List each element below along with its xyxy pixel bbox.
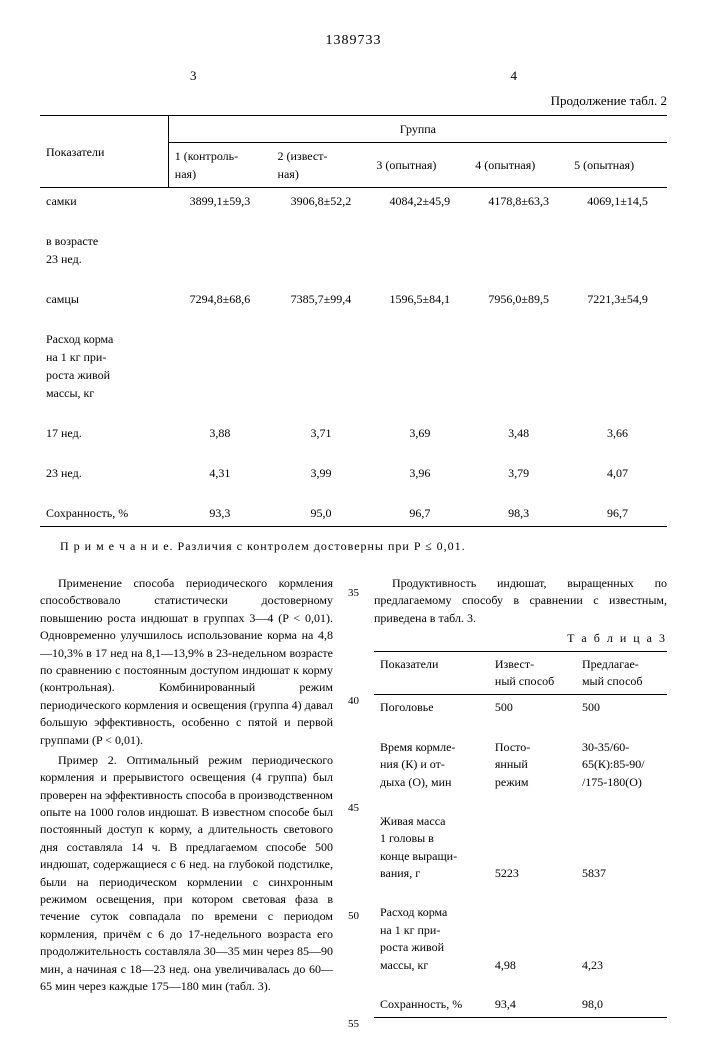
- t2-group-label: 2 (извест- ная): [272, 143, 371, 188]
- t2-cell: 93,3: [168, 500, 271, 527]
- t2-cell: 7221,3±54,9: [568, 286, 667, 312]
- t2-cell: [272, 326, 371, 406]
- t2-cell: [568, 228, 667, 272]
- t2-row-label: 17 нед.: [40, 420, 168, 446]
- table-3: ПоказателиИзвест- ный способПредлагае- м…: [374, 651, 667, 1033]
- t2-row-label: Сохранность, %: [40, 500, 168, 527]
- t2-cell: 3,79: [469, 460, 568, 486]
- t2-row-label: самцы: [40, 286, 168, 312]
- line-number: 55: [348, 1016, 359, 1033]
- t3-header: Показатели: [374, 651, 489, 695]
- t2-cell: 95,0: [272, 500, 371, 527]
- t2-cell: 3,88: [168, 420, 271, 446]
- t3-row-label: Расход корма на 1 кг при- роста живой ма…: [374, 900, 489, 978]
- t3-header: Предлагае- мый способ: [576, 651, 667, 695]
- t2-header-indicators: Показатели: [40, 116, 168, 188]
- line-number: 40: [348, 693, 359, 710]
- t3-cell: 4,23: [576, 900, 667, 978]
- t3-row-label: Живая масса 1 головы в конце выращи- ван…: [374, 809, 489, 887]
- t3-cell: 500: [576, 695, 667, 721]
- line-number: 45: [348, 800, 359, 817]
- right-column: Продуктивность индюшат, выращенных по пр…: [374, 575, 667, 1032]
- t3-row-label: Время кормле- ния (К) и от- дыха (О), ми…: [374, 735, 489, 795]
- t2-cell: [370, 228, 469, 272]
- left-column: Применение способа периодического кормле…: [40, 575, 333, 1032]
- t2-row-label: Расход корма на 1 кг при- роста живой ма…: [40, 326, 168, 406]
- t2-group-label: 3 (опытная): [370, 143, 469, 188]
- t2-cell: 4084,2±45,9: [370, 188, 469, 215]
- t2-group-label: 4 (опытная): [469, 143, 568, 188]
- t3-cell: 5223: [489, 809, 576, 887]
- patent-number: 1389733: [40, 30, 667, 51]
- left-para-2: Пример 2. Оптимальный режим периодическо…: [40, 752, 333, 995]
- t2-cell: [168, 326, 271, 406]
- t2-cell: 7385,7±99,4: [272, 286, 371, 312]
- t2-cell: 3,69: [370, 420, 469, 446]
- right-intro: Продуктивность индюшат, выращенных по пр…: [374, 575, 667, 627]
- t2-cell: 1596,5±84,1: [370, 286, 469, 312]
- table2-continuation: Продолжение табл. 2: [40, 91, 667, 111]
- t2-cell: 3899,1±59,3: [168, 188, 271, 215]
- t3-cell: 93,4: [489, 992, 576, 1018]
- t2-row-label: самки: [40, 188, 168, 215]
- t2-cell: [469, 326, 568, 406]
- t2-cell: 3906,8±52,2: [272, 188, 371, 215]
- t2-cell: 98,3: [469, 500, 568, 527]
- t2-cell: 96,7: [370, 500, 469, 527]
- t3-cell: 4,98: [489, 900, 576, 978]
- page-numbers: 3 4: [40, 66, 667, 86]
- t2-cell: 3,48: [469, 420, 568, 446]
- t2-cell: 96,7: [568, 500, 667, 527]
- t2-group-label: 1 (контроль- ная): [168, 143, 271, 188]
- t3-cell: 98,0: [576, 992, 667, 1018]
- table3-title: Т а б л и ц а 3: [374, 630, 667, 647]
- t2-header-group: Группа: [168, 116, 667, 143]
- t2-cell: 3,99: [272, 460, 371, 486]
- left-para-1: Применение способа периодического кормле…: [40, 575, 333, 749]
- t2-cell: [469, 228, 568, 272]
- t3-cell: 5837: [576, 809, 667, 887]
- t2-group-label: 5 (опытная): [568, 143, 667, 188]
- t3-row-label: Поголовье: [374, 695, 489, 721]
- t2-cell: 4178,8±63,3: [469, 188, 568, 215]
- t2-cell: 4,31: [168, 460, 271, 486]
- page-left: 3: [190, 66, 197, 86]
- table-2: Показатели Группа 1 (контроль- ная)2 (из…: [40, 115, 667, 527]
- t2-row-label: в возрасте 23 нед.: [40, 228, 168, 272]
- t2-cell: 7956,0±89,5: [469, 286, 568, 312]
- line-numbers: 35 40 45 50 55: [348, 575, 359, 1032]
- t2-cell: [168, 228, 271, 272]
- two-column-layout: Применение способа периодического кормле…: [40, 575, 667, 1032]
- t2-cell: 4069,1±14,5: [568, 188, 667, 215]
- t2-cell: [272, 228, 371, 272]
- t3-row-label: Сохранность, %: [374, 992, 489, 1018]
- t3-cell: 500: [489, 695, 576, 721]
- page-right: 4: [511, 66, 518, 86]
- line-number: 35: [348, 585, 359, 602]
- t2-cell: [370, 326, 469, 406]
- line-number: 50: [348, 908, 359, 925]
- t2-cell: 3,96: [370, 460, 469, 486]
- t2-cell: 3,71: [272, 420, 371, 446]
- t2-row-label: 23 нед.: [40, 460, 168, 486]
- t2-cell: 7294,8±68,6: [168, 286, 271, 312]
- t2-cell: 4,07: [568, 460, 667, 486]
- t3-header: Извест- ный способ: [489, 651, 576, 695]
- t2-cell: [568, 326, 667, 406]
- t3-cell: 30-35/60- 65(К):85-90/ /175-180(О): [576, 735, 667, 795]
- t2-cell: 3,66: [568, 420, 667, 446]
- t3-cell: Посто- янный режим: [489, 735, 576, 795]
- table2-note: П р и м е ч а н и е. Различия с контроле…: [60, 537, 667, 555]
